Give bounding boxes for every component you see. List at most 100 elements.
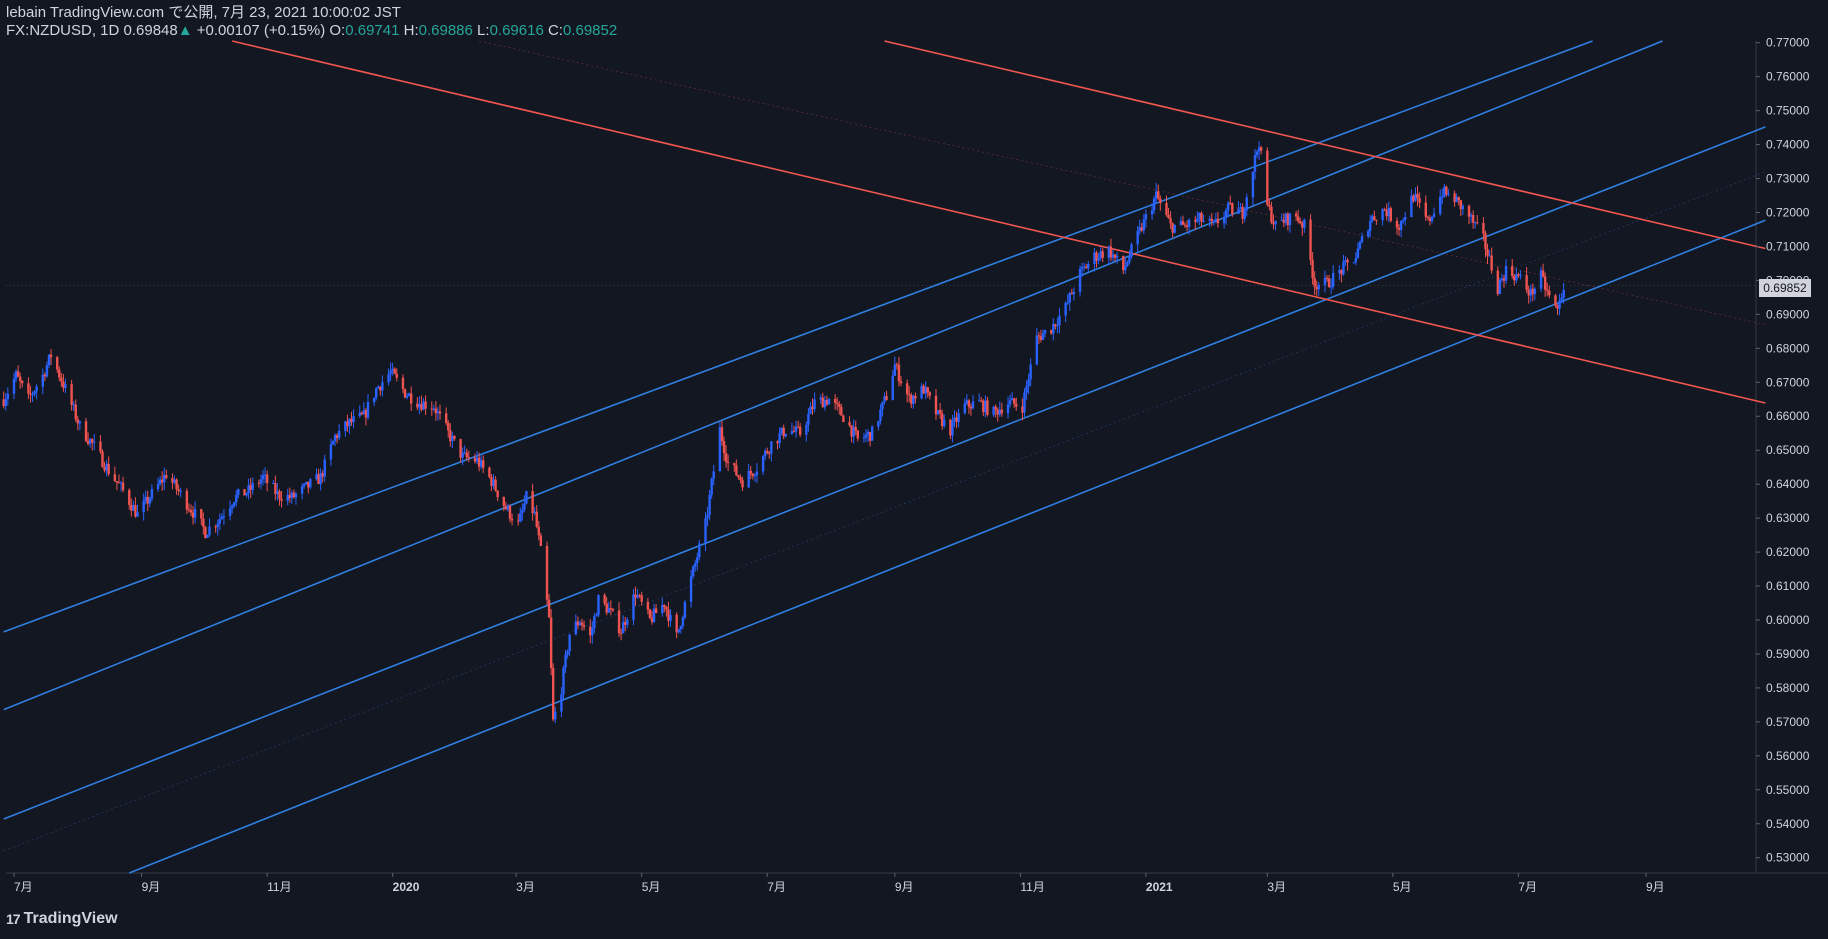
price-axis[interactable]: 0.77000 0.76000 0.75000 0.74000 0.73000 0.720… bbox=[1756, 36, 1810, 865]
candle-body bbox=[257, 482, 261, 484]
candle bbox=[235, 490, 238, 507]
candle bbox=[683, 599, 687, 620]
candle-body bbox=[1078, 268, 1082, 292]
candle-body bbox=[1185, 225, 1189, 227]
candle bbox=[920, 382, 923, 400]
candle bbox=[459, 438, 462, 463]
blue-trendline-2[interactable] bbox=[3, 40, 1663, 711]
candle bbox=[1288, 212, 1292, 233]
candle-body bbox=[650, 617, 654, 622]
candle bbox=[307, 481, 310, 494]
candle-body bbox=[934, 395, 938, 415]
candle-body bbox=[479, 460, 483, 467]
candle-body bbox=[1021, 406, 1024, 413]
candle bbox=[531, 483, 534, 521]
candle bbox=[580, 618, 584, 631]
candle bbox=[1473, 221, 1477, 229]
candle-body bbox=[208, 526, 211, 536]
time-tick-label: 2020 bbox=[393, 880, 420, 894]
candle-body bbox=[35, 386, 38, 392]
candle-body bbox=[103, 467, 106, 471]
candle-body bbox=[796, 426, 800, 428]
candle bbox=[1352, 262, 1355, 264]
candle bbox=[1025, 380, 1028, 400]
candle-body bbox=[434, 408, 438, 414]
candle bbox=[813, 392, 816, 413]
candle bbox=[193, 501, 197, 524]
candle bbox=[1167, 207, 1170, 219]
candle-body bbox=[379, 386, 382, 391]
candle bbox=[56, 355, 59, 373]
candle bbox=[187, 503, 191, 513]
candle bbox=[438, 404, 442, 420]
price-tick-label: 0.65000 bbox=[1766, 443, 1810, 457]
candle-body bbox=[475, 457, 479, 462]
candle bbox=[1095, 250, 1098, 268]
blue-trendline-1[interactable] bbox=[3, 40, 1593, 633]
candle bbox=[420, 395, 423, 412]
candle-body bbox=[177, 489, 180, 492]
candle-body bbox=[1426, 216, 1430, 218]
candle bbox=[895, 362, 899, 370]
candle-body bbox=[222, 515, 226, 517]
candle-body bbox=[1548, 290, 1551, 296]
candle-body bbox=[405, 395, 409, 398]
candle bbox=[1124, 257, 1127, 274]
candle bbox=[1399, 220, 1403, 238]
candle bbox=[868, 431, 872, 447]
candle-body bbox=[1430, 216, 1434, 222]
candle bbox=[967, 399, 971, 415]
candle-body bbox=[134, 505, 137, 517]
trendlines[interactable] bbox=[3, 40, 1766, 874]
candle-body bbox=[502, 497, 506, 506]
red-trendline-6[interactable] bbox=[884, 40, 1766, 250]
candle bbox=[1282, 213, 1285, 227]
candle bbox=[928, 391, 932, 400]
candle-body bbox=[492, 479, 495, 486]
candle bbox=[591, 621, 594, 644]
candle-body bbox=[1529, 288, 1532, 296]
red-trendline-5[interactable] bbox=[231, 40, 1766, 404]
candle bbox=[33, 390, 36, 397]
candle-body bbox=[1138, 227, 1141, 232]
blue-trendline-4[interactable] bbox=[128, 219, 1766, 874]
candle bbox=[249, 477, 252, 499]
candle-body bbox=[980, 400, 983, 402]
candle bbox=[1381, 207, 1384, 226]
candle-body bbox=[1227, 202, 1230, 211]
candle bbox=[1387, 201, 1390, 223]
candle bbox=[482, 455, 485, 474]
candle-body bbox=[1445, 186, 1448, 195]
candle-body bbox=[1315, 286, 1318, 290]
candle bbox=[910, 392, 913, 409]
candle bbox=[1150, 203, 1154, 220]
candle bbox=[1231, 202, 1234, 217]
candle bbox=[12, 373, 16, 400]
candle bbox=[761, 454, 765, 476]
price-tick-label: 0.69000 bbox=[1766, 307, 1810, 321]
candle bbox=[1111, 249, 1115, 262]
candle-body bbox=[1325, 277, 1329, 279]
candle bbox=[1286, 211, 1290, 231]
candle bbox=[821, 392, 824, 408]
candle-body bbox=[1130, 244, 1133, 257]
candle-body bbox=[1095, 252, 1098, 261]
candle-body bbox=[938, 410, 942, 414]
candle-body bbox=[943, 419, 946, 427]
candle-body bbox=[416, 403, 419, 408]
candle-body bbox=[243, 489, 246, 496]
candle-body bbox=[1000, 409, 1004, 414]
symbol-label[interactable]: FX:NZDUSD, 1D bbox=[6, 22, 120, 39]
candle bbox=[1251, 171, 1255, 206]
tradingview-brand[interactable]: 17 TradingView bbox=[6, 910, 118, 928]
candle-body bbox=[1128, 256, 1131, 263]
candle bbox=[1054, 323, 1057, 330]
candle bbox=[646, 598, 650, 615]
candle-body bbox=[335, 435, 339, 439]
blue-trendline-3[interactable] bbox=[3, 126, 1766, 820]
candle bbox=[1066, 294, 1069, 305]
time-axis[interactable]: 7月 9月 11月 2020 3月 5月 7月 9月 11月 2021 3月 5月 7月 9月 bbox=[13, 873, 1665, 894]
candle-body bbox=[984, 400, 987, 413]
candle bbox=[185, 488, 189, 515]
